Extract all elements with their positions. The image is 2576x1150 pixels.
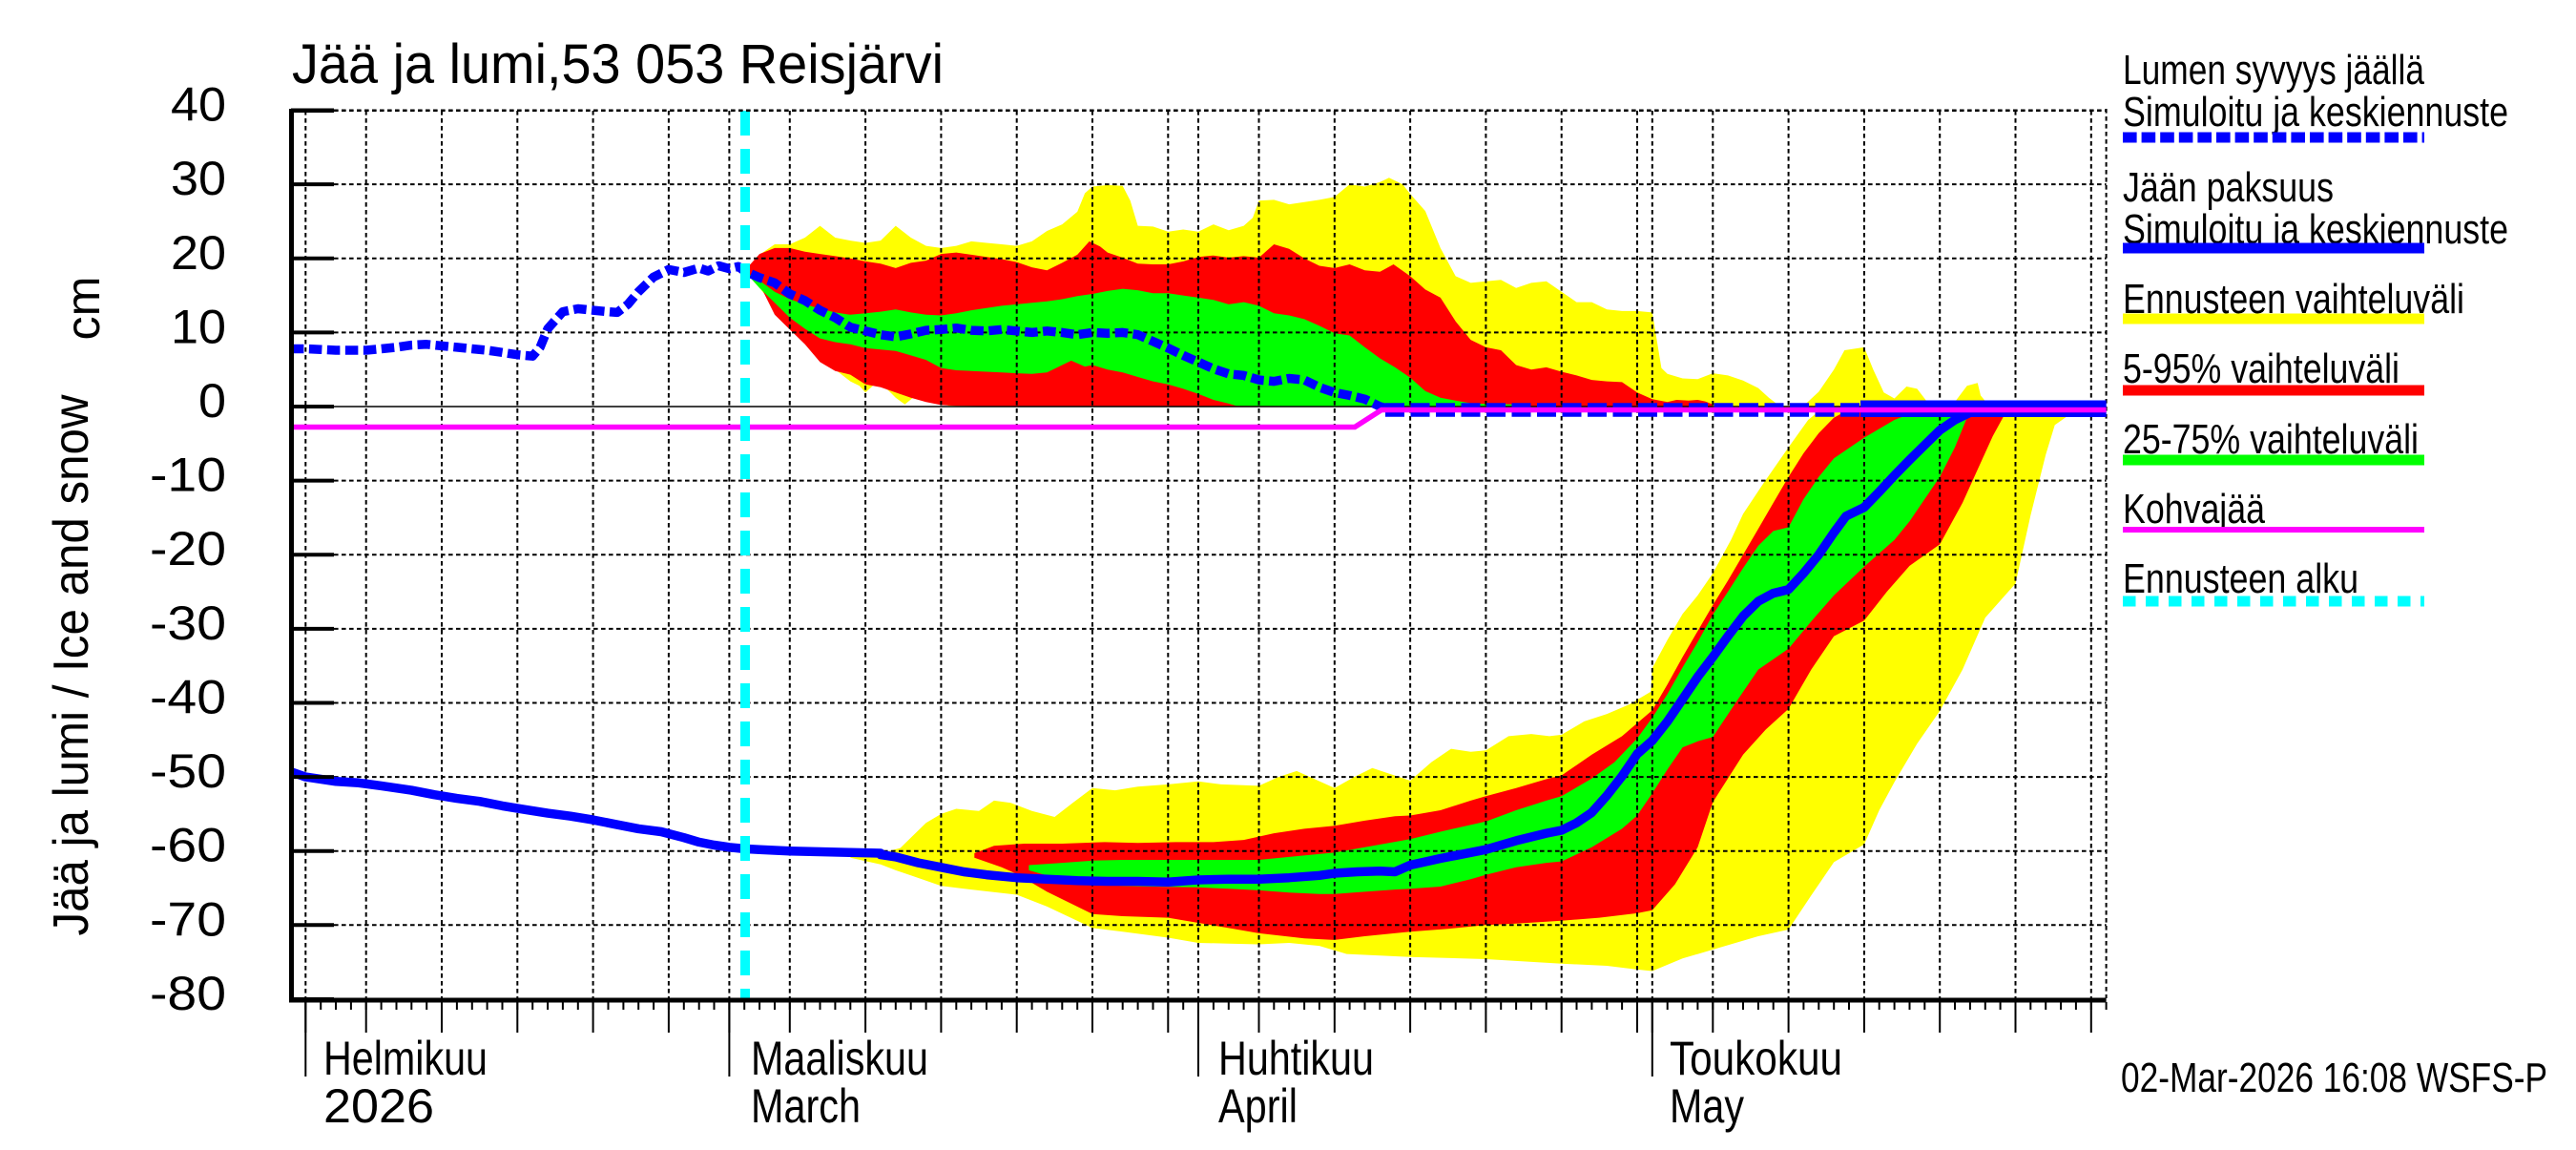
svg-text:5-95% vaihteluväli: 5-95% vaihteluväli [2123,345,2399,392]
svg-text:40: 40 [171,78,226,132]
svg-text:30: 30 [171,152,226,205]
svg-text:Jään paksuus: Jään paksuus [2123,164,2334,211]
svg-text:-80: -80 [150,967,226,1020]
svg-text:Toukokuu: Toukokuu [1670,1032,1842,1085]
svg-text:0: 0 [198,374,226,428]
svg-text:-20: -20 [150,522,226,575]
svg-text:May: May [1670,1079,1744,1133]
svg-text:April: April [1218,1079,1298,1133]
svg-text:-40: -40 [150,671,226,724]
svg-text:Jää ja lumi / Ice and snow: Jää ja lumi / Ice and snow [44,394,99,935]
svg-text:2026: 2026 [323,1079,434,1133]
svg-text:20: 20 [171,226,226,280]
svg-text:March: March [751,1079,861,1133]
svg-text:Huhtikuu: Huhtikuu [1218,1032,1374,1085]
svg-text:Helmikuu: Helmikuu [323,1032,488,1085]
svg-text:Ennusteen alku: Ennusteen alku [2123,555,2358,602]
svg-text:Jää ja lumi,53 053 Reisjärvi: Jää ja lumi,53 053 Reisjärvi [292,33,944,95]
svg-text:10: 10 [171,300,226,353]
svg-text:02-Mar-2026 16:08 WSFS-P: 02-Mar-2026 16:08 WSFS-P [2121,1055,2547,1101]
svg-text:Simuloitu ja keskiennuste: Simuloitu ja keskiennuste [2123,89,2508,136]
svg-text:-70: -70 [150,892,226,946]
svg-text:-50: -50 [150,744,226,798]
svg-text:Maaliskuu: Maaliskuu [751,1032,928,1085]
svg-text:Kohvajää: Kohvajää [2123,486,2265,533]
svg-text:-30: -30 [150,596,226,650]
svg-text:-60: -60 [150,819,226,872]
svg-text:cm: cm [56,277,110,341]
svg-text:-10: -10 [150,449,226,502]
svg-text:Lumen syvyys jäällä: Lumen syvyys jäällä [2123,47,2424,94]
